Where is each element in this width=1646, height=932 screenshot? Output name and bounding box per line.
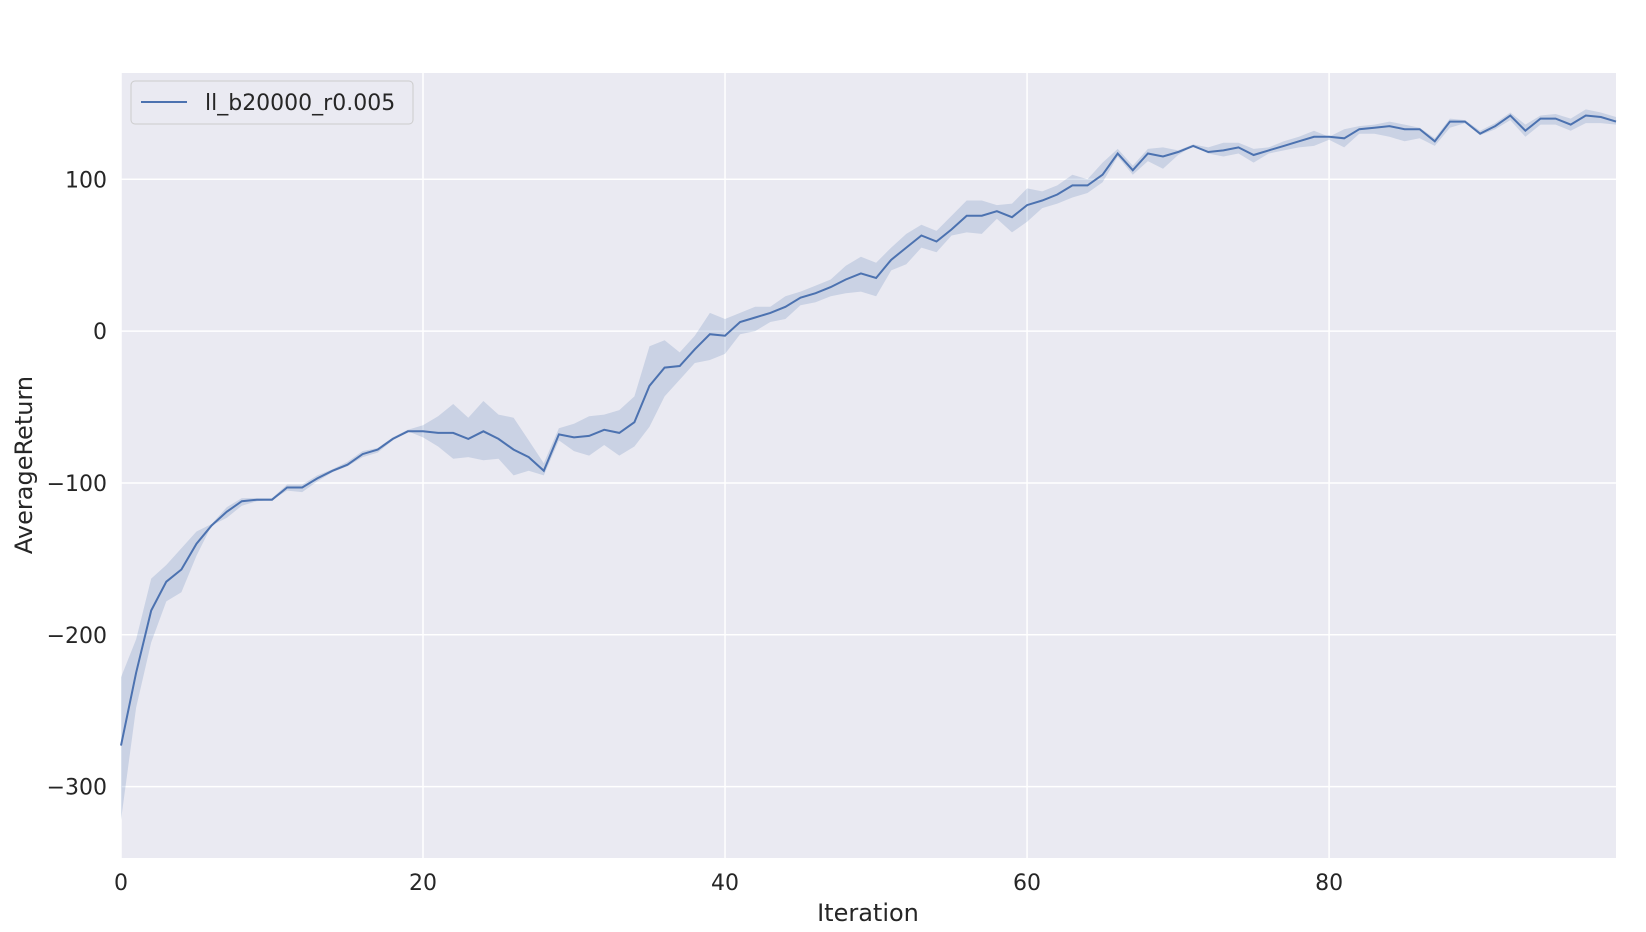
- y-tick-label: −200: [47, 624, 107, 649]
- y-tick-label: 0: [93, 320, 107, 345]
- legend: ll_b20000_r0.005: [130, 80, 414, 125]
- series-line: [120, 114, 1617, 746]
- plot-background: [121, 73, 1616, 858]
- x-tick-label: 80: [1315, 871, 1343, 896]
- y-tick-labels: −300 −200 −100 0 100: [47, 168, 107, 800]
- x-tick-label: 20: [409, 871, 437, 896]
- y-axis-label: AverageReturn: [10, 376, 38, 554]
- y-tick-label: −100: [47, 472, 107, 497]
- x-tick-labels: 0 20 40 60 80: [114, 871, 1343, 896]
- y-tick-label: 100: [65, 168, 107, 193]
- x-axis-label: Iteration: [817, 899, 919, 927]
- x-tick-label: 0: [114, 871, 128, 896]
- x-tick-label: 60: [1013, 871, 1041, 896]
- legend-label: ll_b20000_r0.005: [205, 91, 395, 116]
- x-tick-label: 40: [711, 871, 739, 896]
- grid-lines: [120, 73, 1616, 858]
- y-tick-label: −300: [47, 776, 107, 801]
- legend-box: [130, 80, 414, 125]
